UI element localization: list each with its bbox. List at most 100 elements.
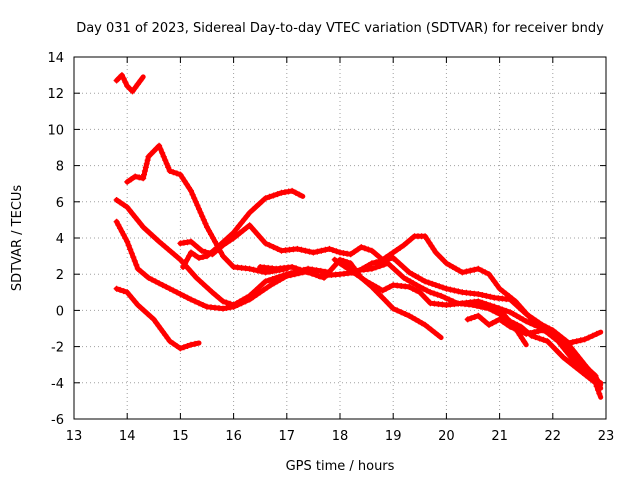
data-point-marker	[181, 178, 188, 185]
data-point-marker	[514, 328, 521, 335]
data-point-marker	[122, 79, 129, 86]
data-point-marker	[160, 153, 167, 160]
data-point-marker	[138, 268, 145, 275]
data-point-marker	[126, 207, 133, 214]
data-point-marker	[165, 246, 172, 253]
data-point-marker	[428, 326, 435, 333]
data-point-marker	[443, 285, 450, 292]
data-point-marker	[372, 250, 379, 257]
data-point-marker	[118, 228, 125, 235]
data-point-marker	[568, 354, 575, 361]
data-point-marker	[483, 292, 490, 299]
data-point-marker	[418, 276, 425, 283]
data-point-marker	[289, 187, 296, 194]
data-point-marker	[565, 351, 572, 358]
data-point-marker	[571, 348, 578, 355]
data-point-marker	[501, 312, 508, 319]
data-point-marker	[117, 286, 124, 293]
data-point-marker	[227, 261, 234, 268]
data-point-marker	[415, 274, 422, 281]
data-point-marker	[249, 225, 256, 232]
data-point-marker	[177, 256, 184, 263]
data-point-marker	[156, 238, 163, 245]
data-point-marker	[424, 236, 431, 243]
data-point-marker	[416, 289, 423, 296]
data-point-marker	[397, 244, 404, 251]
data-point-marker	[318, 247, 325, 254]
data-point-marker	[227, 300, 234, 307]
data-point-marker	[322, 246, 329, 253]
data-point-marker	[200, 216, 207, 223]
y-tick-label: 0	[56, 304, 64, 319]
data-point-marker	[391, 266, 398, 273]
data-point-marker	[581, 336, 588, 343]
data-point-marker	[240, 227, 247, 234]
data-point-marker	[166, 285, 173, 292]
data-point-marker	[150, 316, 157, 323]
data-point-marker	[188, 249, 194, 256]
data-point-marker	[134, 81, 141, 88]
data-point-marker	[532, 334, 539, 341]
x-tick-label: 22	[545, 429, 562, 444]
data-point-marker	[257, 234, 264, 241]
data-point-marker	[540, 336, 547, 343]
data-point-marker	[376, 285, 383, 292]
data-point-marker	[180, 292, 187, 299]
data-point-marker	[166, 338, 173, 345]
x-tick-label: 18	[332, 429, 349, 444]
data-point-marker	[354, 246, 361, 253]
data-point-marker	[386, 283, 393, 290]
data-point-marker	[562, 339, 569, 346]
data-point-marker	[487, 293, 494, 300]
data-point-marker	[430, 246, 437, 253]
y-tick-label: 10	[47, 123, 64, 138]
data-point-marker	[398, 309, 405, 316]
data-point-marker	[141, 171, 147, 178]
data-point-marker	[555, 349, 562, 355]
data-point-marker	[573, 338, 580, 345]
data-point-marker	[475, 312, 482, 319]
data-point-marker	[393, 247, 400, 254]
x-tick-label: 21	[491, 429, 508, 444]
data-point-marker	[576, 355, 583, 362]
data-point-marker	[510, 311, 517, 317]
data-point-marker	[173, 289, 180, 296]
data-point-marker	[438, 292, 445, 299]
data-point-marker	[289, 264, 296, 270]
data-point-marker	[130, 254, 137, 261]
series-group	[113, 72, 604, 400]
data-point-marker	[206, 286, 213, 293]
data-point-marker	[422, 278, 429, 285]
data-point-marker	[516, 314, 523, 321]
data-point-marker	[227, 237, 234, 244]
data-point-marker	[531, 329, 538, 336]
data-point-marker	[134, 217, 141, 224]
data-point-marker	[527, 320, 534, 327]
data-point-marker	[399, 263, 406, 270]
data-point-marker	[198, 247, 205, 254]
data-point-marker	[396, 260, 403, 267]
data-point-marker	[243, 224, 250, 231]
data-point-marker	[393, 257, 400, 264]
data-point-marker	[197, 209, 204, 216]
data-point-marker	[162, 332, 169, 338]
data-point-marker	[577, 337, 584, 344]
data-point-marker	[149, 276, 155, 283]
data-point-marker	[246, 265, 253, 272]
data-point-marker	[117, 199, 124, 206]
data-point-marker	[274, 245, 281, 252]
data-point-marker	[147, 313, 154, 320]
data-point-marker	[523, 311, 530, 317]
data-point-marker	[249, 206, 256, 213]
data-point-marker	[149, 232, 156, 239]
data-point-marker	[252, 287, 259, 294]
data-point-marker	[450, 298, 456, 305]
data-point-marker	[188, 238, 194, 245]
data-point-marker	[403, 266, 409, 273]
data-point-marker	[586, 374, 592, 381]
data-point-marker	[376, 253, 382, 260]
data-point-marker	[124, 178, 131, 185]
data-point-marker	[288, 270, 295, 277]
data-point-marker	[587, 368, 593, 374]
